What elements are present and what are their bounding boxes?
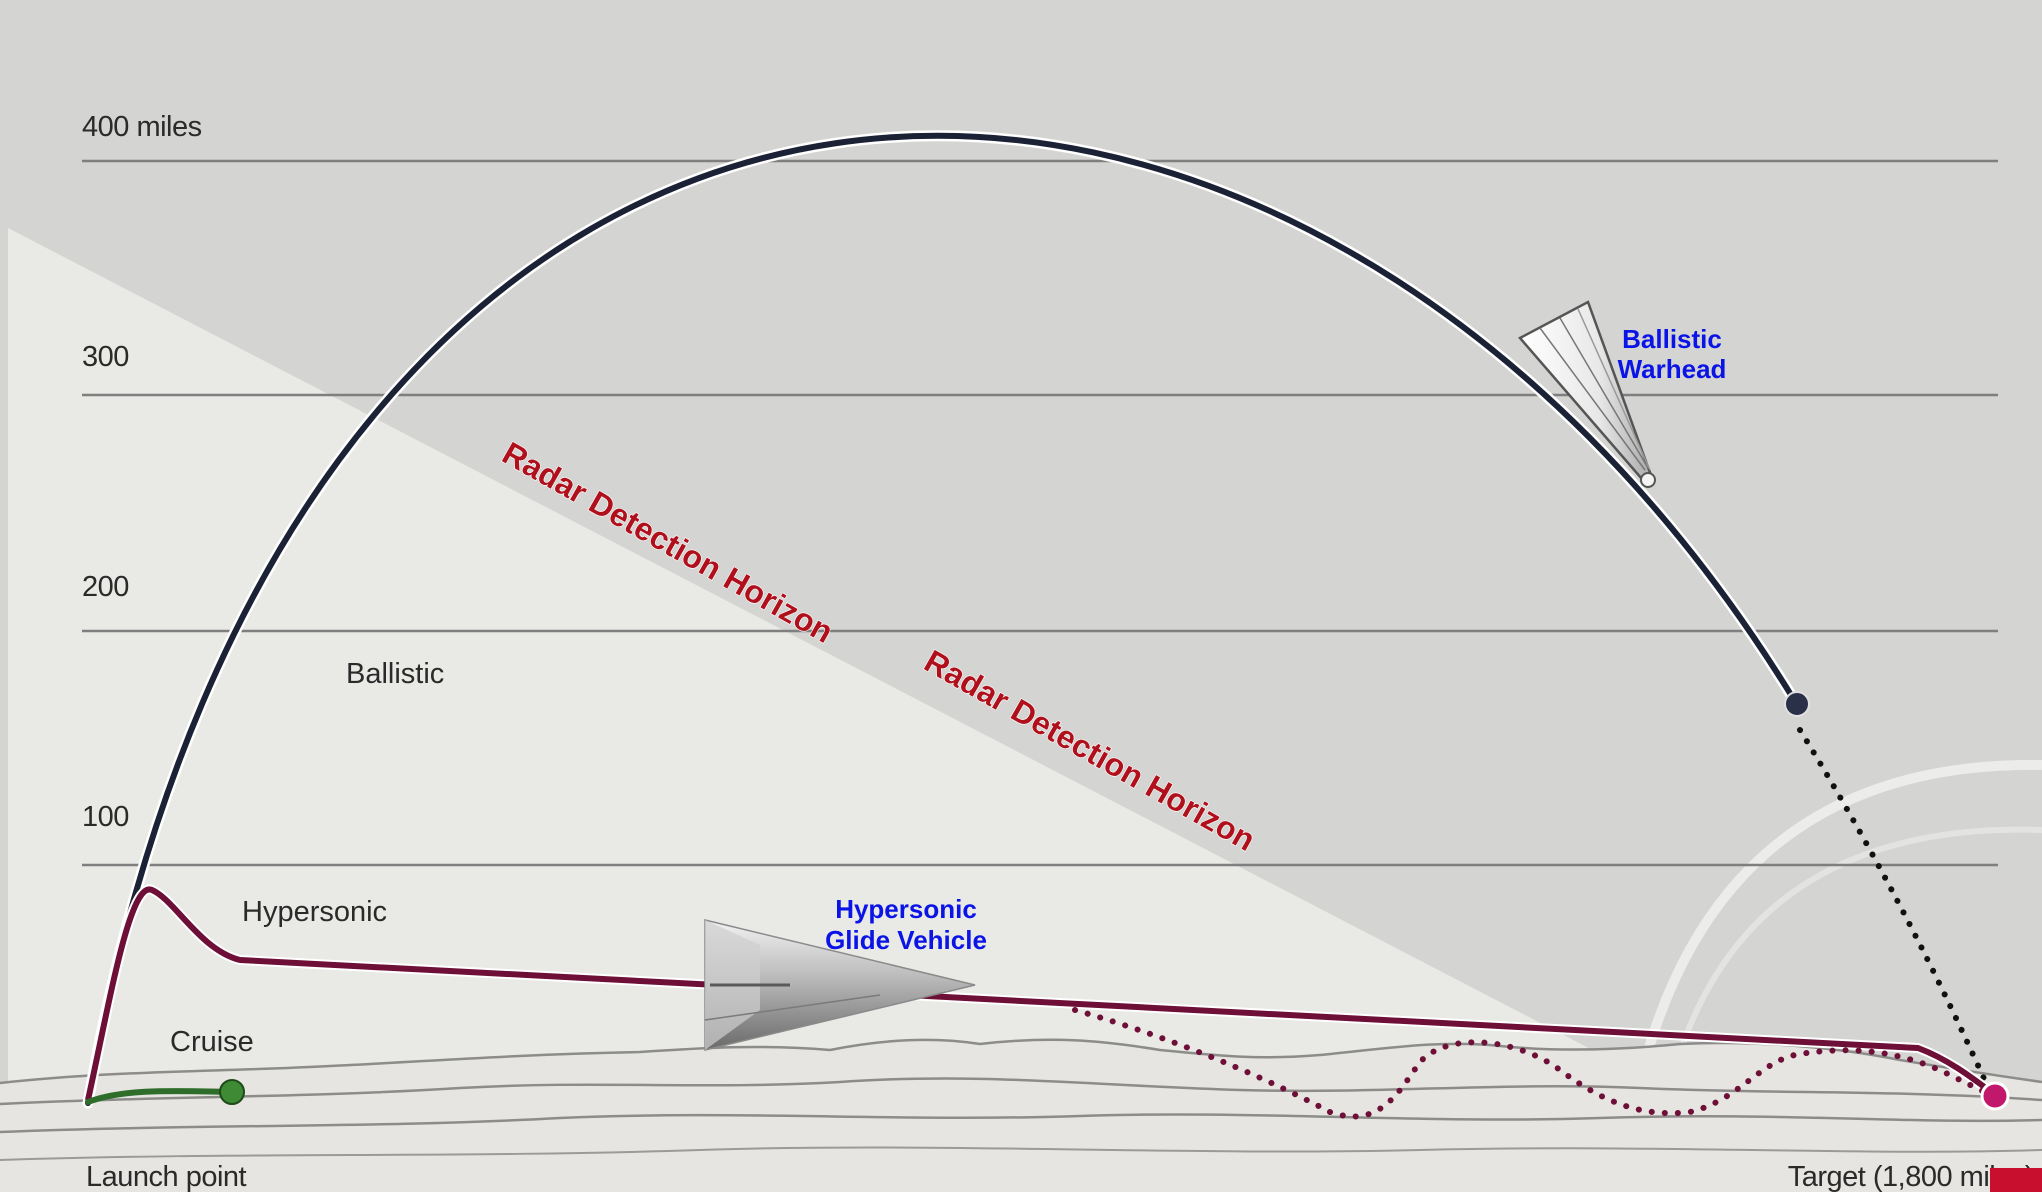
terrain-ridge: [0, 1038, 2042, 1085]
ballistic-warhead-label-line2: Warhead: [1618, 354, 1727, 384]
ballistic-reentry-point: [1784, 691, 1810, 717]
launch-point-label: Launch point: [86, 1161, 247, 1192]
radar-coverage-region: [8, 228, 1660, 1085]
corner-badge: [1990, 1168, 2042, 1192]
ballistic-warhead-graphic: [1518, 300, 1656, 489]
terrain-ridge: [0, 1077, 2042, 1106]
ballistic-trajectory-label: Ballistic: [346, 658, 444, 690]
ballistic-warhead-label-line1: Ballistic: [1622, 324, 1722, 354]
altitude-label-200: 200: [82, 571, 129, 603]
ballistic-trajectory: [85, 132, 1799, 1106]
impact-halo-arc: [1667, 826, 2042, 1086]
glide-vehicle-label-line1: Hypersonic: [835, 894, 977, 924]
cruise-trajectory-label: Cruise: [170, 1026, 254, 1058]
hypersonic-trajectory: [85, 886, 1997, 1101]
terrain-ridge: [0, 1113, 2042, 1134]
cruise-trajectory: [85, 1088, 235, 1105]
glide-vehicle-label-line2: Glide Vehicle: [825, 925, 987, 955]
hypersonic-trajectory-label: Hypersonic: [242, 896, 387, 928]
altitude-label-300: 300: [82, 341, 129, 373]
terrain-ridge: [0, 1146, 2042, 1161]
cruise-endpoint: [219, 1079, 245, 1105]
altitude-label-100: 100: [82, 801, 129, 833]
glide-vehicle-graphic: [704, 919, 976, 1051]
altitude-label-400: 400 miles: [82, 111, 202, 143]
target-marker: [1980, 1081, 2010, 1111]
impact-halo-arc: [1635, 759, 2042, 1082]
hypersonic-maneuver-dots: [1072, 1007, 1998, 1120]
